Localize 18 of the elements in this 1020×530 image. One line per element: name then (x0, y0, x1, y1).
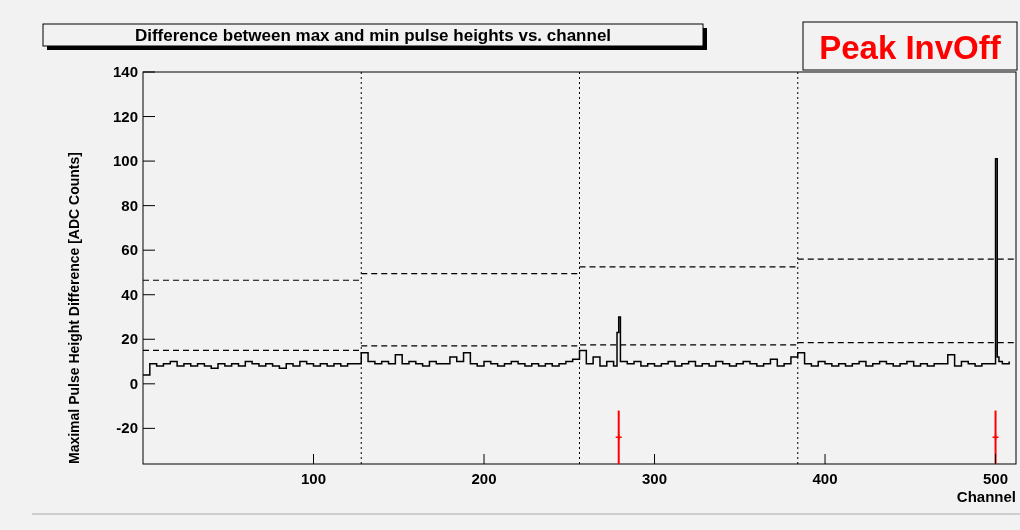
y-tick-label: 60 (121, 241, 138, 259)
y-tick-label: 20 (121, 330, 138, 348)
y-tick-label: 140 (112, 63, 138, 80)
x-tick-label: 300 (642, 470, 668, 487)
y-tick-label: 80 (121, 196, 138, 214)
y-tick-label: -20 (116, 419, 138, 437)
x-axis-title: Channel (956, 488, 1016, 505)
text: Peak InvOff (819, 29, 1002, 66)
x-tick-label: 400 (812, 470, 838, 487)
y-axis-title: Maximal Pulse Height Difference [ADC Counts] (66, 152, 82, 464)
x-tick-label: 500 (983, 470, 1009, 487)
y-tick-label: 120 (112, 107, 138, 125)
y-tick-label: 40 (121, 285, 138, 303)
chart-title: Difference between max and min pulse heights vs. channel (134, 26, 612, 45)
y-tick-label: 0 (129, 374, 138, 392)
y-tick-label: 100 (112, 152, 138, 170)
x-tick-label: 200 (471, 470, 497, 487)
x-tick-label: 100 (300, 470, 327, 487)
